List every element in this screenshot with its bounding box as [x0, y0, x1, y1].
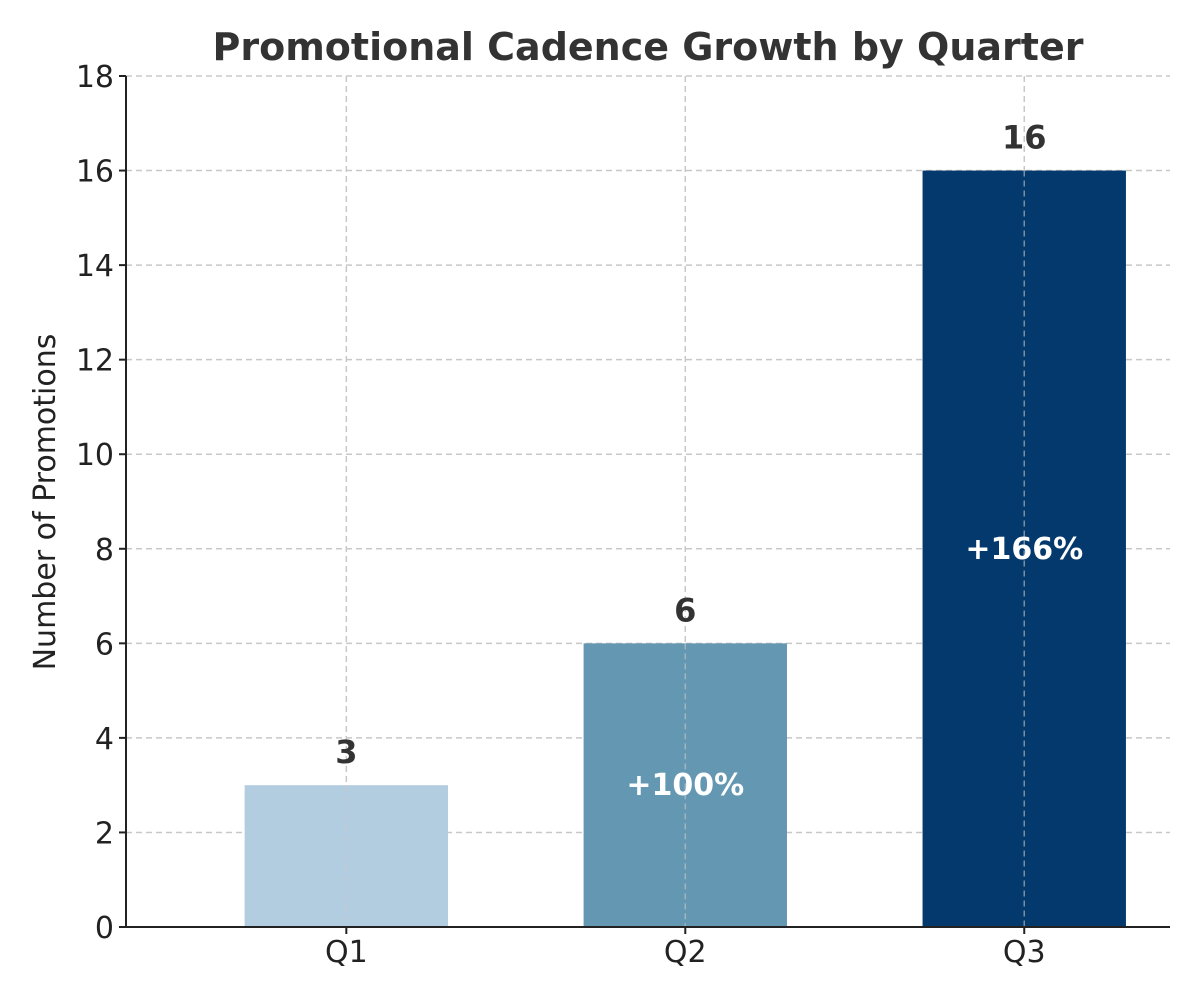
grid-lines: [126, 75, 1170, 927]
y-axis-label: Number of Promotions: [28, 334, 63, 671]
x-tick-label-Q2: Q2: [664, 935, 707, 970]
y-tick-label-4: 4: [95, 722, 114, 757]
y-tick-label-14: 14: [76, 249, 114, 284]
growth-label-Q2: +100%: [626, 768, 744, 803]
chart-title: Promotional Cadence Growth by Quarter: [213, 25, 1084, 69]
y-tick-label-6: 6: [95, 627, 114, 662]
value-label-Q2: 6: [674, 591, 696, 629]
y-tick-label-16: 16: [76, 155, 114, 190]
y-tick-label-0: 0: [95, 911, 114, 946]
bar-labels: 3 6 +100% 16 +166%: [335, 119, 1083, 927]
growth-label-Q3: +166%: [965, 532, 1083, 567]
y-tick-label-18: 18: [76, 60, 114, 95]
y-ticks: 0 2 4 6 8 10 12 14 16 18: [76, 60, 126, 946]
y-tick-label-10: 10: [76, 438, 114, 473]
y-tick-label-8: 8: [95, 533, 114, 568]
y-tick-label-2: 2: [95, 816, 114, 851]
x-ticks: Q1 Q2 Q3: [325, 927, 1046, 970]
x-tick-label-Q3: Q3: [1003, 935, 1046, 970]
value-label-Q1: 3: [335, 733, 357, 771]
x-tick-label-Q1: Q1: [325, 935, 368, 970]
value-label-Q3: 16: [1002, 119, 1047, 157]
axes: [125, 76, 1170, 928]
y-tick-label-12: 12: [76, 344, 114, 379]
